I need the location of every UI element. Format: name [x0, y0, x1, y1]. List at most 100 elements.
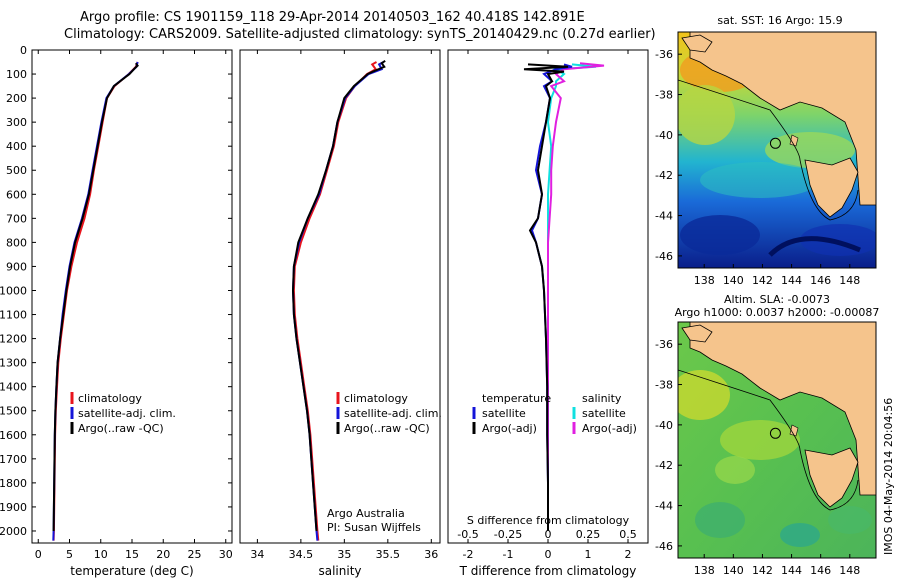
x-tick-label: 1 — [585, 548, 592, 561]
depth-tick-label: 100 — [6, 68, 27, 81]
x-tick-label: 15 — [125, 548, 139, 561]
x-tick-label: 20 — [156, 548, 170, 561]
salinity-panel: 34 34.5 35 35.5 36 salinity climatology sate… — [239, 49, 442, 578]
depth-tick-label: 1800 — [0, 477, 27, 490]
s-tick-label: 0 — [545, 528, 552, 541]
map-lat-label: -42 — [655, 459, 673, 472]
sst-map-axes: -36 -38 -40 -42 -44 -46 138 140 142 144 146 148 — [655, 48, 860, 287]
profile-location-marker — [769, 137, 781, 149]
temperature-x-label: temperature (deg C) — [70, 564, 193, 578]
mainland-australia — [689, 32, 876, 206]
x-tick-label: 5 — [66, 548, 73, 561]
map-lat-label: -36 — [655, 338, 673, 351]
map-lon-label: 138 — [694, 564, 715, 577]
legend-t-argo-label: Argo(-adj) — [482, 422, 537, 435]
difference-series — [523, 62, 605, 531]
map-lon-label: 146 — [810, 564, 831, 577]
legend-satellite-label: satellite-adj. clim. — [78, 407, 176, 420]
profile-location-marker — [769, 427, 781, 439]
depth-tick-label: 1500 — [0, 405, 27, 418]
map-lon-label: 142 — [752, 564, 773, 577]
depth-tick-label: 2000 — [0, 525, 27, 538]
map-lat-label: -46 — [655, 250, 673, 263]
x-tick-label: 36 — [424, 548, 438, 561]
depth-tick-label: 1300 — [0, 357, 27, 370]
x-tick-label: 34.5 — [289, 548, 314, 561]
depth-tick-label: 700 — [6, 212, 27, 225]
s-tick-label: 0.5 — [619, 528, 637, 541]
sla-map: Altim. SLA: -0.0073 Argo h1000: 0.0037 h… — [655, 293, 879, 577]
x-tick-label: 0 — [545, 548, 552, 561]
figure-title-line-2: Climatology: CARS2009. Satellite-adjuste… — [64, 27, 656, 42]
legend-satellite-label: satellite-adj. clim. — [344, 407, 442, 420]
salinity-plot-frame — [239, 49, 441, 544]
sla-map-image — [678, 322, 876, 558]
salinity-x-axis: 34 34.5 35 35.5 36 — [250, 50, 438, 561]
float-program-annotation: Argo Australia — [327, 507, 405, 520]
pi-annotation: PI: Susan Wijffels — [327, 521, 421, 534]
temperature-x-axis: 0 5 10 15 20 25 30 — [35, 50, 233, 561]
sst-map-image — [678, 32, 876, 268]
difference-panel: -2 -1 0 1 2 -0.5 -0.25 0 0.25 0.5 T difference f… — [447, 49, 649, 578]
legend-argo-label: Argo(..raw -QC) — [78, 422, 164, 435]
s-tick-label: -0.25 — [494, 528, 522, 541]
map-lon-label: 146 — [810, 274, 831, 287]
map-lon-label: 148 — [839, 274, 860, 287]
x-tick-label: -2 — [463, 548, 474, 561]
depth-tick-label: 400 — [6, 140, 27, 153]
depth-tick-label: 300 — [6, 116, 27, 129]
legend-climatology-label: climatology — [78, 392, 142, 405]
sst-map-contour — [678, 79, 859, 221]
x-tick-label: -1 — [503, 548, 514, 561]
salinity-x-label: salinity — [318, 564, 361, 578]
temperature-plot-frame — [31, 49, 233, 544]
map-lat-label: -36 — [655, 48, 673, 61]
x-tick-label: 10 — [94, 548, 108, 561]
temperature-legend: climatology satellite-adj. clim. Argo(..… — [70, 392, 176, 435]
s-difference-label: S difference from climatology — [467, 514, 630, 527]
map-lat-label: -42 — [655, 169, 673, 182]
depth-tick-label: 800 — [6, 236, 27, 249]
map-lat-label: -38 — [655, 379, 673, 392]
x-tick-label: 25 — [188, 548, 202, 561]
legend-t-satellite-label: satellite — [482, 407, 526, 420]
legend-argo-label: Argo(..raw -QC) — [344, 422, 430, 435]
map-lat-label: -40 — [655, 419, 673, 432]
depth-tick-label: 1600 — [0, 429, 27, 442]
sla-map-axes: -36 -38 -40 -42 -44 -46 138 140 142 144 146 148 — [655, 338, 860, 577]
sla-map-contour — [678, 369, 859, 511]
legend-s-argo-label: Argo(-adj) — [582, 422, 637, 435]
legend-salinity-heading: salinity — [582, 392, 622, 405]
map-lon-label: 140 — [723, 564, 744, 577]
map-lat-label: -44 — [655, 210, 673, 223]
map-lat-label: -38 — [655, 89, 673, 102]
depth-tick-label: 200 — [6, 92, 27, 105]
temperature-series — [52, 61, 139, 541]
depth-tick-label: 1700 — [0, 453, 27, 466]
map-lat-label: -44 — [655, 500, 673, 513]
figure-title-line-1: Argo profile: CS 1901159_118 29-Apr-2014… — [80, 10, 585, 25]
series-line-argo-adj- — [523, 63, 569, 531]
salinity-series — [291, 59, 386, 541]
sla-map-title-line-1: Altim. SLA: -0.0073 — [724, 293, 830, 306]
salinity-legend: climatology satellite-adj. clim. Argo(..… — [336, 392, 442, 435]
t-difference-x-axis: -2 -1 0 1 2 — [463, 50, 632, 561]
x-tick-label: 30 — [219, 548, 233, 561]
map-lon-label: 148 — [839, 564, 860, 577]
depth-tick-label: 1200 — [0, 333, 27, 346]
x-tick-label: 35.5 — [376, 548, 401, 561]
sst-map: sat. SST: 16 Argo: 15.9 -36-38-40-42-44-… — [655, 14, 877, 287]
depth-tick-label: 1900 — [0, 501, 27, 514]
s-tick-label: 0.25 — [576, 528, 601, 541]
depth-tick-label: 600 — [6, 188, 27, 201]
series-line-argo-raw-qc- — [52, 62, 139, 532]
mainland-australia — [689, 322, 876, 496]
map-lon-label: 144 — [781, 564, 802, 577]
map-lon-label: 144 — [781, 274, 802, 287]
map-lat-label: -40 — [655, 129, 673, 142]
legend-climatology-label: climatology — [344, 392, 408, 405]
tasmania — [804, 157, 859, 218]
sla-map-title-line-2: Argo h1000: 0.0037 h2000: -0.00087 — [675, 306, 880, 319]
depth-tick-label: 1400 — [0, 381, 27, 394]
